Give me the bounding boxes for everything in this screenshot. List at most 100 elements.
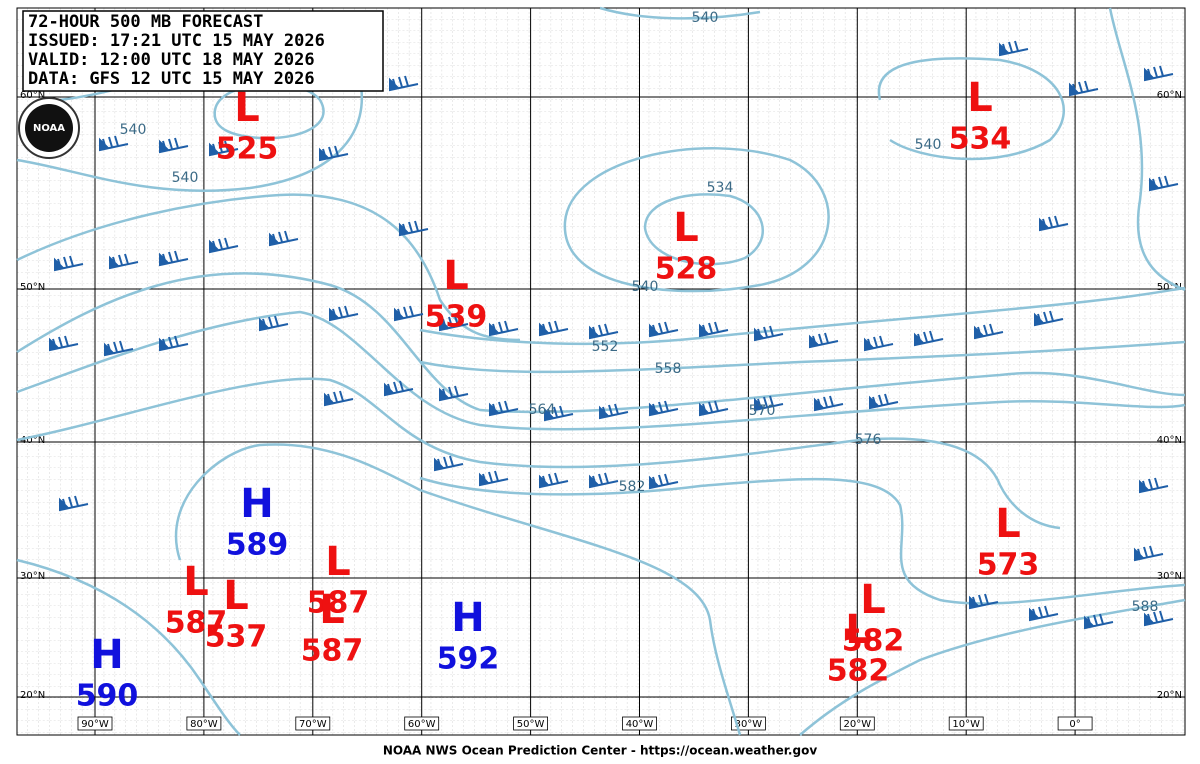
wind-barbs [49,40,1179,630]
center-value: 582 [842,624,905,659]
contour-label: 540 [172,170,199,186]
wind-barb [54,255,84,272]
longitude-label: 50°W [517,719,545,730]
wind-barb [489,400,519,417]
contour-label: 570 [749,403,776,419]
center-value: 592 [437,642,500,677]
center-symbol: L [967,75,993,121]
contour [799,598,1186,736]
longitude-label: 90°W [81,719,109,730]
contour-label: 588 [1132,599,1159,615]
center-symbol: L [319,587,345,633]
center-value: 590 [76,679,139,714]
wind-barb [209,237,239,254]
contour [419,286,1186,346]
wind-barb [999,40,1029,57]
longitude-label: 70°W [299,719,327,730]
wind-barb [754,325,784,342]
wind-barb [159,250,189,267]
header-box [22,10,384,92]
center-symbol: L [234,85,260,131]
header-line: 72-HOUR 500 MB FORECAST [28,12,263,32]
longitude-label: 60°W [408,719,436,730]
contour [599,6,761,20]
wind-barb [439,385,469,402]
wind-barb [1039,215,1069,232]
contour [419,340,1186,374]
center-value: 534 [949,122,1012,157]
center-value: 587 [165,606,228,641]
wind-barb [389,75,419,92]
longitude-label: 10°W [952,719,980,730]
wind-barb [269,230,299,247]
longitude-label-box [295,716,331,731]
wind-barb [599,403,629,420]
contour-label: 540 [120,122,147,138]
wind-barb [914,330,944,347]
wind-barb [319,145,349,162]
latitude-label: 30°N [20,571,45,582]
wind-barb [1144,610,1174,627]
center-symbol: H [90,632,123,678]
longitude-label: 40°W [626,719,654,730]
height-contours [16,6,1186,736]
contour [877,57,1066,161]
header-line: DATA: GFS 12 UTC 15 MAY 2026 [28,69,315,89]
longitude-label-box [77,716,113,731]
center-symbol: H [451,595,484,641]
longitude-label-box [731,716,766,731]
contour-label: 534 [707,180,734,196]
center-symbol: L [860,577,886,623]
wind-barb [589,472,619,489]
latitude-label: 60°N [1157,90,1182,101]
contour-label: 576 [855,432,882,448]
longitude-label-box [186,716,222,731]
center-symbol: L [183,559,209,605]
longitude-label-box [622,716,657,731]
contour-label: 582 [619,479,646,495]
wind-barb [1134,545,1164,562]
center-symbol: L [443,253,469,299]
latitude-label: 20°N [20,690,45,701]
longitude-label-box [1057,716,1093,731]
contour-labels: 540 540 540 534 540 552 558 564 570 576 582 540 588 [120,10,1159,615]
contour [1108,7,1186,292]
longitude-label-box [839,716,875,731]
wind-barb [974,323,1004,340]
latitude-label: 20°N [1157,690,1182,701]
latitude-label: 30°N [1157,571,1182,582]
center-value: 528 [655,252,718,287]
contour [16,272,1186,414]
wind-barb [864,335,894,352]
center-symbol: L [223,573,249,619]
wind-barb [539,320,569,337]
center-value: 539 [425,300,488,335]
latitude-label: 40°N [20,435,45,446]
wind-barb [489,320,519,337]
contour-label: 540 [915,137,942,153]
center-symbol: L [673,205,699,251]
longitude-label: 80°W [190,719,218,730]
longitude-label: 30°W [735,719,763,730]
center-value: 587 [307,586,370,621]
latitude-label: 50°N [1157,282,1182,293]
wind-barb [384,380,414,397]
wind-barb [59,495,89,512]
wind-barb [479,470,509,487]
wind-barb [589,323,619,340]
wind-barb [329,305,359,322]
wind-barb [1069,80,1099,97]
wind-barb [1034,310,1064,327]
longitude-label-box [404,716,440,731]
wind-barb [1029,605,1059,622]
center-symbol: H [240,481,273,527]
center-value: 573 [977,548,1040,583]
wind-barb [544,405,574,422]
logo-inner [25,104,73,152]
center-symbol: L [995,501,1021,547]
wind-barb [1084,613,1114,630]
wind-barb [809,332,839,349]
wind-barb [394,305,424,322]
